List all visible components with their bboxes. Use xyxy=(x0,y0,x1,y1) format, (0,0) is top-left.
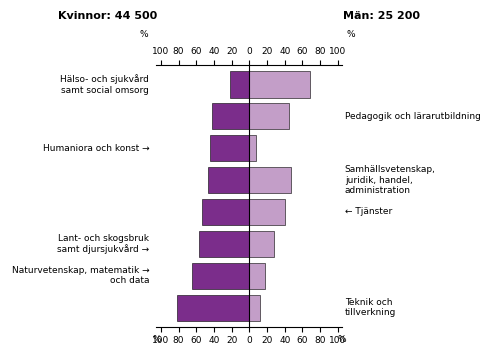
Bar xyxy=(249,135,256,161)
Bar xyxy=(177,294,249,321)
Text: %: % xyxy=(152,335,161,344)
Bar xyxy=(249,263,265,289)
Text: Naturvetenskap, matematik →
och data: Naturvetenskap, matematik → och data xyxy=(12,266,149,285)
Bar xyxy=(249,103,288,129)
Text: Pedagogik och lärarutbildning: Pedagogik och lärarutbildning xyxy=(344,112,480,121)
Text: ← Tjänster: ← Tjänster xyxy=(344,208,391,216)
Text: Kvinnor: 44 500: Kvinnor: 44 500 xyxy=(58,11,157,21)
Text: Hälso- och sjukvård
samt social omsorg: Hälso- och sjukvård samt social omsorg xyxy=(60,74,149,95)
Bar xyxy=(249,167,290,193)
Bar xyxy=(191,263,249,289)
Bar xyxy=(207,167,249,193)
Bar xyxy=(249,294,260,321)
Text: Lant- och skogsbruk
samt djursjukvård →: Lant- och skogsbruk samt djursjukvård → xyxy=(57,234,149,254)
Bar xyxy=(249,199,284,225)
Bar xyxy=(201,199,249,225)
Bar xyxy=(199,231,249,257)
Bar xyxy=(210,135,249,161)
Bar xyxy=(249,231,274,257)
Bar xyxy=(249,72,309,98)
Bar xyxy=(212,103,249,129)
Text: %: % xyxy=(140,30,148,39)
Bar xyxy=(229,72,249,98)
Text: Teknik och
tillverkning: Teknik och tillverkning xyxy=(344,298,395,317)
Text: Humaniora och konst →: Humaniora och konst → xyxy=(42,144,149,153)
Text: Samhällsvetenskap,
juridik, handel,
administration: Samhällsvetenskap, juridik, handel, admi… xyxy=(344,165,435,195)
Text: %: % xyxy=(337,335,346,344)
Text: Män: 25 200: Män: 25 200 xyxy=(342,11,419,21)
Text: %: % xyxy=(346,30,355,39)
